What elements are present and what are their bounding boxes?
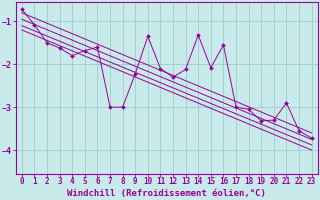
X-axis label: Windchill (Refroidissement éolien,°C): Windchill (Refroidissement éolien,°C) (67, 189, 266, 198)
